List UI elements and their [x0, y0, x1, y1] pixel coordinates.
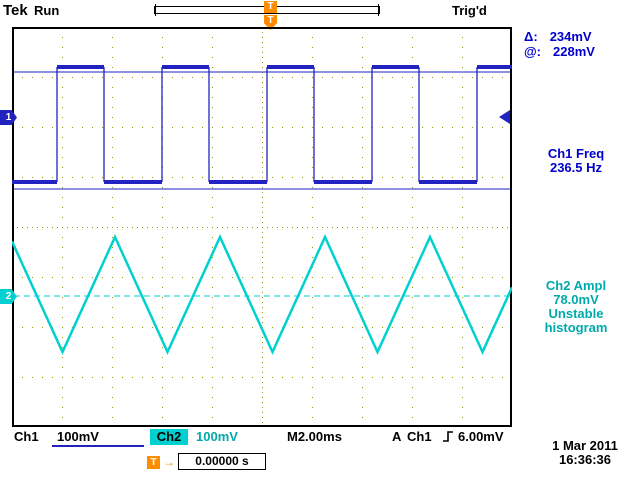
- trigger-level-readout: 6.00mV: [458, 429, 504, 444]
- trigger-position-marker-icon: T: [264, 1, 277, 13]
- ch2-ampl-note: Unstable: [548, 306, 604, 321]
- cursor-at-readout: @: 228mV: [524, 45, 595, 59]
- ch1-freq-label: Ch1 Freq: [547, 146, 605, 161]
- horizontal-trigger-icon: T: [147, 456, 160, 469]
- trigger-level-arrow: [499, 110, 510, 124]
- tek-logo: Tek: [3, 2, 28, 19]
- ch1-position-marker: 1: [0, 110, 17, 125]
- trigger-source-readout: Ch1: [407, 429, 432, 444]
- ch1-label: Ch1: [14, 429, 39, 444]
- ch1-freq-value: 236.5 Hz: [549, 160, 603, 175]
- timebase-readout: M2.00ms: [287, 429, 342, 444]
- trigger-position-flag-icon: T: [264, 15, 277, 30]
- trigger-slope-icon: [443, 431, 453, 442]
- date-readout: 1 Mar 2011: [552, 438, 618, 453]
- arrow-right-icon: →: [163, 455, 175, 469]
- ch1-scale-underline: [52, 445, 144, 447]
- cursor-at-value: 228mV: [553, 44, 595, 59]
- horizontal-position-readout: 0.00000 s: [178, 453, 266, 470]
- graticule: [10, 27, 514, 427]
- ch2-ampl-value: 78.0mV: [553, 292, 599, 307]
- trigger-mode-prefix: A: [392, 429, 402, 444]
- cursor-delta-value: 234mV: [549, 29, 592, 44]
- cursor-delta-readout: Δ: 234mV: [524, 30, 592, 44]
- time-readout: 16:36:36: [558, 452, 612, 467]
- graticule-border: [12, 27, 512, 427]
- acquisition-status: Run: [34, 3, 60, 18]
- ch2-scale-readout: 100mV: [196, 429, 238, 444]
- ch2-position-marker: 2: [0, 289, 17, 304]
- ch2-ampl-label: Ch2 Ampl: [545, 278, 607, 293]
- display-area: [10, 27, 514, 427]
- ch2-ampl-note: histogram: [544, 320, 608, 335]
- cursor-delta-label: Δ:: [524, 29, 538, 44]
- trigger-status: Trig'd: [452, 3, 487, 18]
- ch1-scale-readout: 100mV: [57, 429, 99, 444]
- ch2-waveform: [10, 233, 514, 356]
- cursor-at-label: @:: [524, 44, 542, 59]
- ch2-label-badge: Ch2: [150, 429, 188, 445]
